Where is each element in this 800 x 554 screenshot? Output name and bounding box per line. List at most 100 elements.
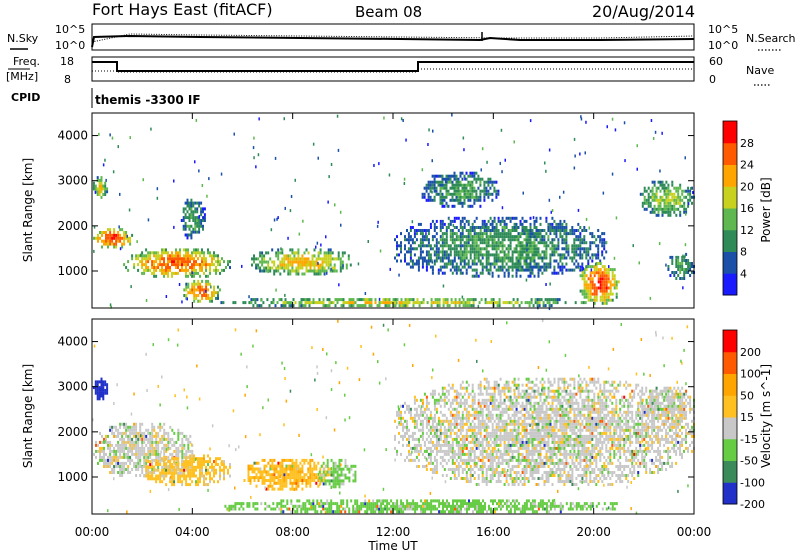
power-echo-cell	[593, 235, 596, 239]
velocity-echo-cell	[332, 502, 335, 506]
velocity-echo-cell	[402, 443, 404, 447]
velocity-echo-cell	[113, 468, 116, 471]
power-echo-cell	[493, 189, 496, 193]
power-echo-cell	[573, 229, 576, 232]
velocity-echo-cell	[277, 464, 280, 468]
power-echo-cell	[185, 296, 188, 300]
velocity-echo-cell	[95, 443, 97, 447]
velocity-echo-cell	[402, 437, 404, 441]
velocity-echo-cell	[281, 461, 284, 465]
power-echo-cell	[455, 262, 458, 266]
velocity-echo-cell	[390, 499, 393, 503]
power-echo-cell	[556, 301, 559, 305]
velocity-echo-cell	[438, 504, 441, 508]
power-echo-cell	[175, 266, 177, 269]
power-echo-cell	[471, 222, 474, 226]
power-echo-cell	[400, 250, 402, 254]
velocity-echo-cell	[104, 388, 107, 392]
velocity-echo-cell	[177, 471, 180, 475]
power-echo-cell	[197, 257, 199, 261]
power-echo-cell	[254, 298, 257, 302]
power-echo-cell	[356, 298, 359, 302]
velocity-echo-cell	[336, 504, 339, 508]
power-echo-cell	[337, 254, 340, 258]
power-echo-cell	[593, 286, 596, 290]
power-echo-cell	[197, 263, 199, 267]
velocity-echo-cell	[298, 499, 301, 503]
power-echo-cell	[193, 263, 195, 267]
power-echo-cell	[473, 262, 476, 266]
power-echo-cell	[429, 198, 432, 202]
power-echo-cell	[461, 259, 464, 263]
velocity-echo-cell	[151, 437, 154, 441]
velocity-echo-cell	[121, 422, 124, 426]
power-echo-cell	[603, 283, 606, 287]
power-ylabel: Slant Range [km]	[21, 158, 35, 262]
power-echo-cell	[537, 232, 540, 236]
velocity-echo-cell	[432, 507, 435, 511]
power-echo-cell	[253, 260, 255, 264]
velocity-echo-cell	[376, 502, 379, 506]
power-echo-cell	[495, 268, 498, 272]
power-echo-cell	[414, 301, 417, 305]
velocity-echo-cell	[201, 457, 203, 461]
power-echo-cell	[318, 298, 321, 302]
power-echo-cell	[498, 301, 501, 305]
power-echo-cell	[441, 235, 444, 239]
velocity-echo-cell	[382, 507, 385, 511]
velocity-echo-cell	[521, 510, 524, 514]
power-echo-cell	[677, 195, 680, 199]
power-echo-cell	[658, 242, 661, 245]
power-echo-cell	[603, 247, 606, 251]
velocity-echo-cell	[420, 510, 423, 514]
power-echo-cell	[449, 262, 452, 266]
power-echo-cell	[451, 204, 454, 208]
power-echo-cell	[394, 256, 396, 260]
power-echo-cell	[581, 229, 584, 232]
velocity-echo-cell	[109, 428, 112, 432]
power-echo-cell	[519, 244, 522, 248]
velocity-echo-cell	[537, 507, 540, 511]
power-echo-cell	[277, 248, 280, 252]
velocity-echo-cell	[127, 452, 130, 456]
power-echo-cell	[464, 177, 466, 181]
velocity-echo-cell	[291, 461, 294, 465]
velocity-echo-cell	[133, 443, 136, 447]
velocity-echo-cell	[424, 504, 427, 508]
velocity-echo-cell	[181, 468, 184, 472]
velocity-echo-cell	[408, 410, 410, 414]
velocity-echo-cell	[181, 480, 184, 484]
velocity-echo-cell	[334, 502, 337, 506]
velocity-echo-cell	[151, 425, 154, 429]
power-echo-cell	[577, 208, 580, 212]
power-echo-cell	[449, 244, 452, 248]
power-echo-cell	[184, 201, 187, 205]
power-echo-cell	[113, 236, 116, 240]
power-echo-cell	[593, 268, 596, 272]
velocity-echo-cell	[155, 458, 158, 462]
velocity-echo-cell	[255, 473, 258, 477]
velocity-echo-cell	[123, 452, 126, 456]
power-echo-cell	[186, 198, 189, 202]
power-echo-cell	[229, 260, 231, 264]
velocity-echo-cell	[298, 504, 301, 508]
power-echo-cell	[485, 186, 488, 190]
velocity-echo-cell	[133, 428, 136, 432]
velocity-echo-cell	[199, 474, 201, 478]
power-echo-cell	[481, 226, 484, 229]
power-echo-cell	[657, 198, 660, 202]
power-echo-cell	[595, 292, 598, 296]
power-echo-cell	[119, 192, 121, 196]
power-echo-cell	[109, 233, 112, 237]
velocity-echo-cell	[304, 510, 307, 514]
velocity-echo-cell	[301, 458, 304, 462]
velocity-echo-cell	[273, 470, 276, 474]
power-echo-cell	[498, 298, 501, 302]
velocity-echo-cell	[265, 470, 268, 474]
power-echo-cell	[531, 244, 534, 248]
velocity-echo-cell	[163, 465, 166, 468]
power-echo-cell	[591, 259, 594, 263]
power-echo-cell	[683, 189, 686, 193]
power-echo-cell	[436, 304, 439, 308]
power-echo-cell	[234, 301, 237, 305]
